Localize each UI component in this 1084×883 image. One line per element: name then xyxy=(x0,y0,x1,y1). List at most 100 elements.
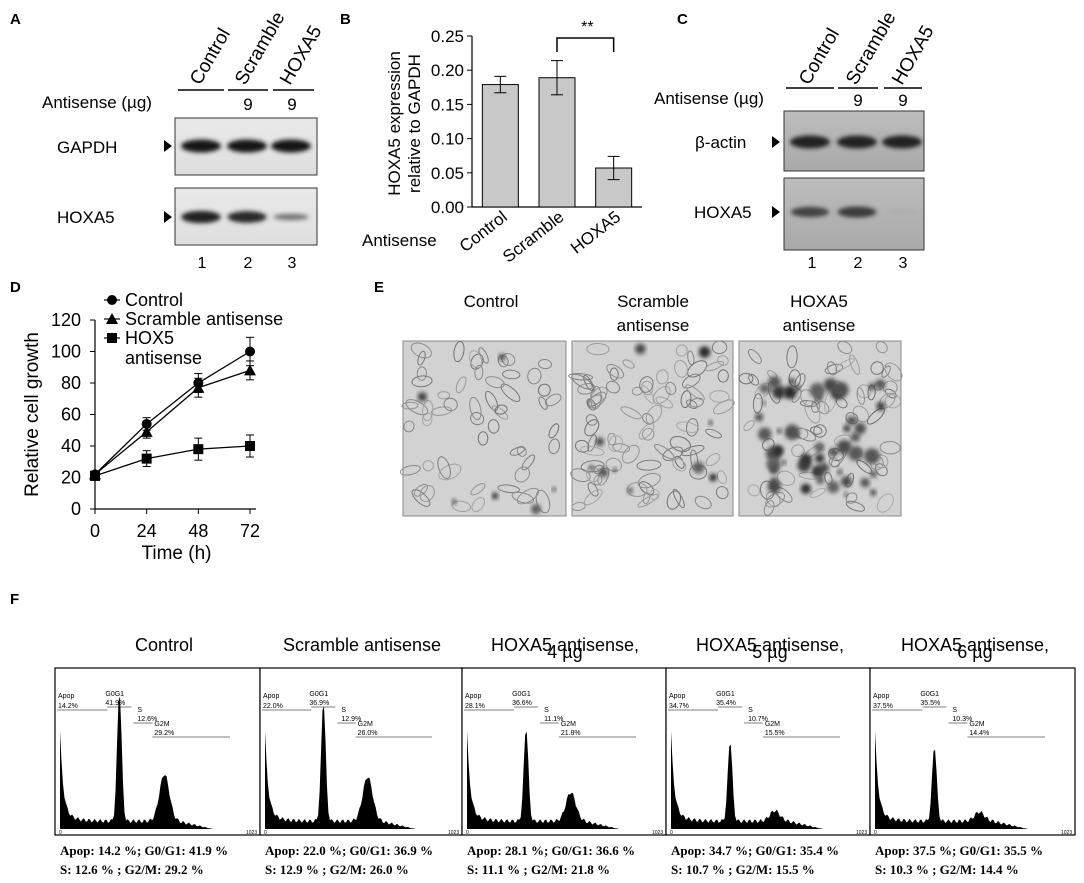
gate-name: Apop xyxy=(669,693,685,700)
histogram-title-2: 4 µg xyxy=(547,642,582,662)
stats-line-1: Apop: 22.0 %; G0/G1: 36.9 % xyxy=(265,843,433,859)
cell-outline xyxy=(636,459,662,471)
cell-outline xyxy=(672,458,687,472)
gate-name: S xyxy=(748,707,753,714)
blot-band xyxy=(790,135,830,149)
histogram-title-2: 6 µg xyxy=(957,642,992,662)
gate-name: S xyxy=(952,707,957,714)
cell-outline xyxy=(494,404,508,415)
dark-cell xyxy=(836,469,843,475)
gate-value: 14.4% xyxy=(969,730,989,737)
dark-cell xyxy=(809,382,826,399)
gate-value: 35.4% xyxy=(716,700,736,707)
cell-outline xyxy=(586,342,610,356)
panel-a-bands xyxy=(181,139,311,224)
separator: ; xyxy=(543,843,552,858)
dark-cell xyxy=(811,465,824,477)
cell-outline xyxy=(487,419,500,434)
legend-label: antisense xyxy=(125,348,202,368)
histogram-trace xyxy=(875,730,1055,829)
dark-cell xyxy=(860,477,870,488)
cell-outline xyxy=(881,365,891,378)
y-tick-label: 80 xyxy=(61,373,81,393)
lane-label-hoxa5: HOXA5 xyxy=(888,22,938,88)
dark-cell xyxy=(759,383,770,394)
apop-value: 34.7 % xyxy=(708,843,748,858)
dark-cell xyxy=(843,492,848,497)
panel-e-letter: E xyxy=(374,279,384,296)
gate-name: Apop xyxy=(263,693,279,700)
y-tick-label: 120 xyxy=(51,310,81,330)
s-value: 11.1 % xyxy=(481,862,521,877)
separator: ; xyxy=(136,843,145,858)
histogram-title: HOXA5 antisense, xyxy=(901,635,1049,655)
dose-lane-3: 9 xyxy=(898,91,907,110)
cell-outline xyxy=(747,484,761,497)
cell-outline xyxy=(469,396,482,421)
cell-outline xyxy=(637,493,659,508)
separator: ; xyxy=(928,862,940,877)
stat-label: Apop: xyxy=(60,843,98,858)
cell-outline xyxy=(666,490,682,510)
micrograph-title-hoxa5: HOXA5 xyxy=(790,292,848,311)
blot-band xyxy=(181,210,221,224)
histogram-title-2: 5 µg xyxy=(752,642,787,662)
cell-outline xyxy=(672,488,685,509)
stats-line-2: S: 10.7 % ; G2/M: 15.5 % xyxy=(671,862,815,878)
dark-cell xyxy=(754,412,764,422)
stat-label: G2/M: xyxy=(939,862,980,877)
dark-cell xyxy=(588,465,595,471)
blot-band xyxy=(837,135,877,149)
panel-b-letter: B xyxy=(340,11,351,28)
lane-number-3: 3 xyxy=(288,255,297,272)
gate-name: Apop xyxy=(465,693,481,700)
cell-outline xyxy=(685,418,699,437)
apop-value: 22.0 % xyxy=(302,843,342,858)
cell-outline xyxy=(813,424,827,438)
gate-value: 22.0% xyxy=(263,703,283,710)
micrograph-title-scramble: Scramble xyxy=(617,292,689,311)
cell-outline xyxy=(588,391,607,409)
cell-outline xyxy=(571,501,586,512)
cell-outline xyxy=(471,497,485,513)
gate-name: G2M xyxy=(561,721,576,728)
significance-label: ** xyxy=(581,19,593,36)
dark-cell xyxy=(868,383,876,391)
g0g1-value: 35.4 % xyxy=(799,843,839,858)
cell-outline xyxy=(511,491,535,504)
dark-cell xyxy=(876,401,886,411)
axis-min-label: 0 xyxy=(874,830,877,836)
y-axis-title: Relative cell growth xyxy=(22,332,43,497)
cell-outline xyxy=(876,493,894,513)
separator: ; xyxy=(341,843,350,858)
dark-cell xyxy=(814,453,825,464)
cell-outline xyxy=(583,375,595,392)
micrograph-title-scramble-2: antisense xyxy=(617,316,690,335)
cell-outline xyxy=(484,390,499,411)
cell-outline xyxy=(675,344,688,357)
cell-outline xyxy=(584,419,600,437)
y-tick-label: 0.20 xyxy=(431,61,464,80)
y-tick-label: 40 xyxy=(61,436,81,456)
cell-outline xyxy=(607,432,617,446)
gate-name: G0G1 xyxy=(512,691,531,698)
cell-outline xyxy=(743,420,755,431)
data-point xyxy=(245,346,255,357)
dark-cell xyxy=(627,487,634,494)
gate-value: 12.6% xyxy=(137,716,157,723)
cell-outline xyxy=(416,366,427,381)
cell-outline xyxy=(645,404,663,425)
dark-cell xyxy=(417,392,428,402)
cell-outline xyxy=(685,384,705,401)
cell-outline xyxy=(713,399,735,415)
cell-outline xyxy=(443,397,458,412)
histogram-trace xyxy=(671,730,850,829)
dark-cell xyxy=(531,504,542,515)
gate-name: S xyxy=(137,707,142,714)
histogram-frame xyxy=(461,667,667,836)
blot-band xyxy=(885,208,919,216)
lane-number-1: 1 xyxy=(808,255,817,272)
x-tick-label: 24 xyxy=(137,521,157,541)
cell-outline xyxy=(612,443,631,453)
